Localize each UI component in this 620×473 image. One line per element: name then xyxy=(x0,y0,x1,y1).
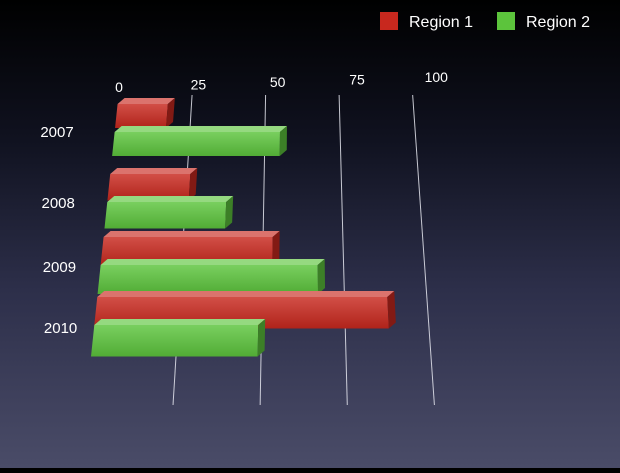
y-axis-categories: 2007 2008 2009 2010 xyxy=(40,124,77,337)
bar-region-2-2010 xyxy=(91,319,266,357)
legend-item: Region 1 xyxy=(380,12,473,31)
gridline-100 xyxy=(412,94,435,406)
x-tick-label: 50 xyxy=(270,74,286,90)
bar-region-1-2008 xyxy=(107,168,198,201)
legend-swatch xyxy=(497,12,515,30)
bar-region-1-2009 xyxy=(100,231,280,266)
category-label: 2008 xyxy=(42,195,75,212)
category-label: 2007 xyxy=(40,124,73,141)
legend-label: Region 2 xyxy=(526,14,590,31)
x-tick-label: 75 xyxy=(349,72,365,88)
x-tick-label: 100 xyxy=(425,69,449,85)
bars xyxy=(91,98,396,357)
category-label: 2010 xyxy=(44,320,77,337)
bar-region-2-2008 xyxy=(104,196,234,229)
x-tick-label: 25 xyxy=(191,77,207,93)
bar-region-1-2007 xyxy=(115,98,175,128)
legend-label: Region 1 xyxy=(409,14,473,31)
x-axis-ticks: 0 25 50 75 100 xyxy=(115,69,448,95)
bar-region-2-2009 xyxy=(97,259,326,294)
legend: Region 1 Region 2 xyxy=(380,12,590,31)
gridline-75 xyxy=(338,94,348,406)
legend-item: Region 2 xyxy=(497,12,590,31)
legend-swatch xyxy=(380,12,398,30)
x-tick-label: 0 xyxy=(115,79,123,95)
category-label: 2009 xyxy=(43,259,76,276)
bar-region-2-2007 xyxy=(112,126,287,156)
